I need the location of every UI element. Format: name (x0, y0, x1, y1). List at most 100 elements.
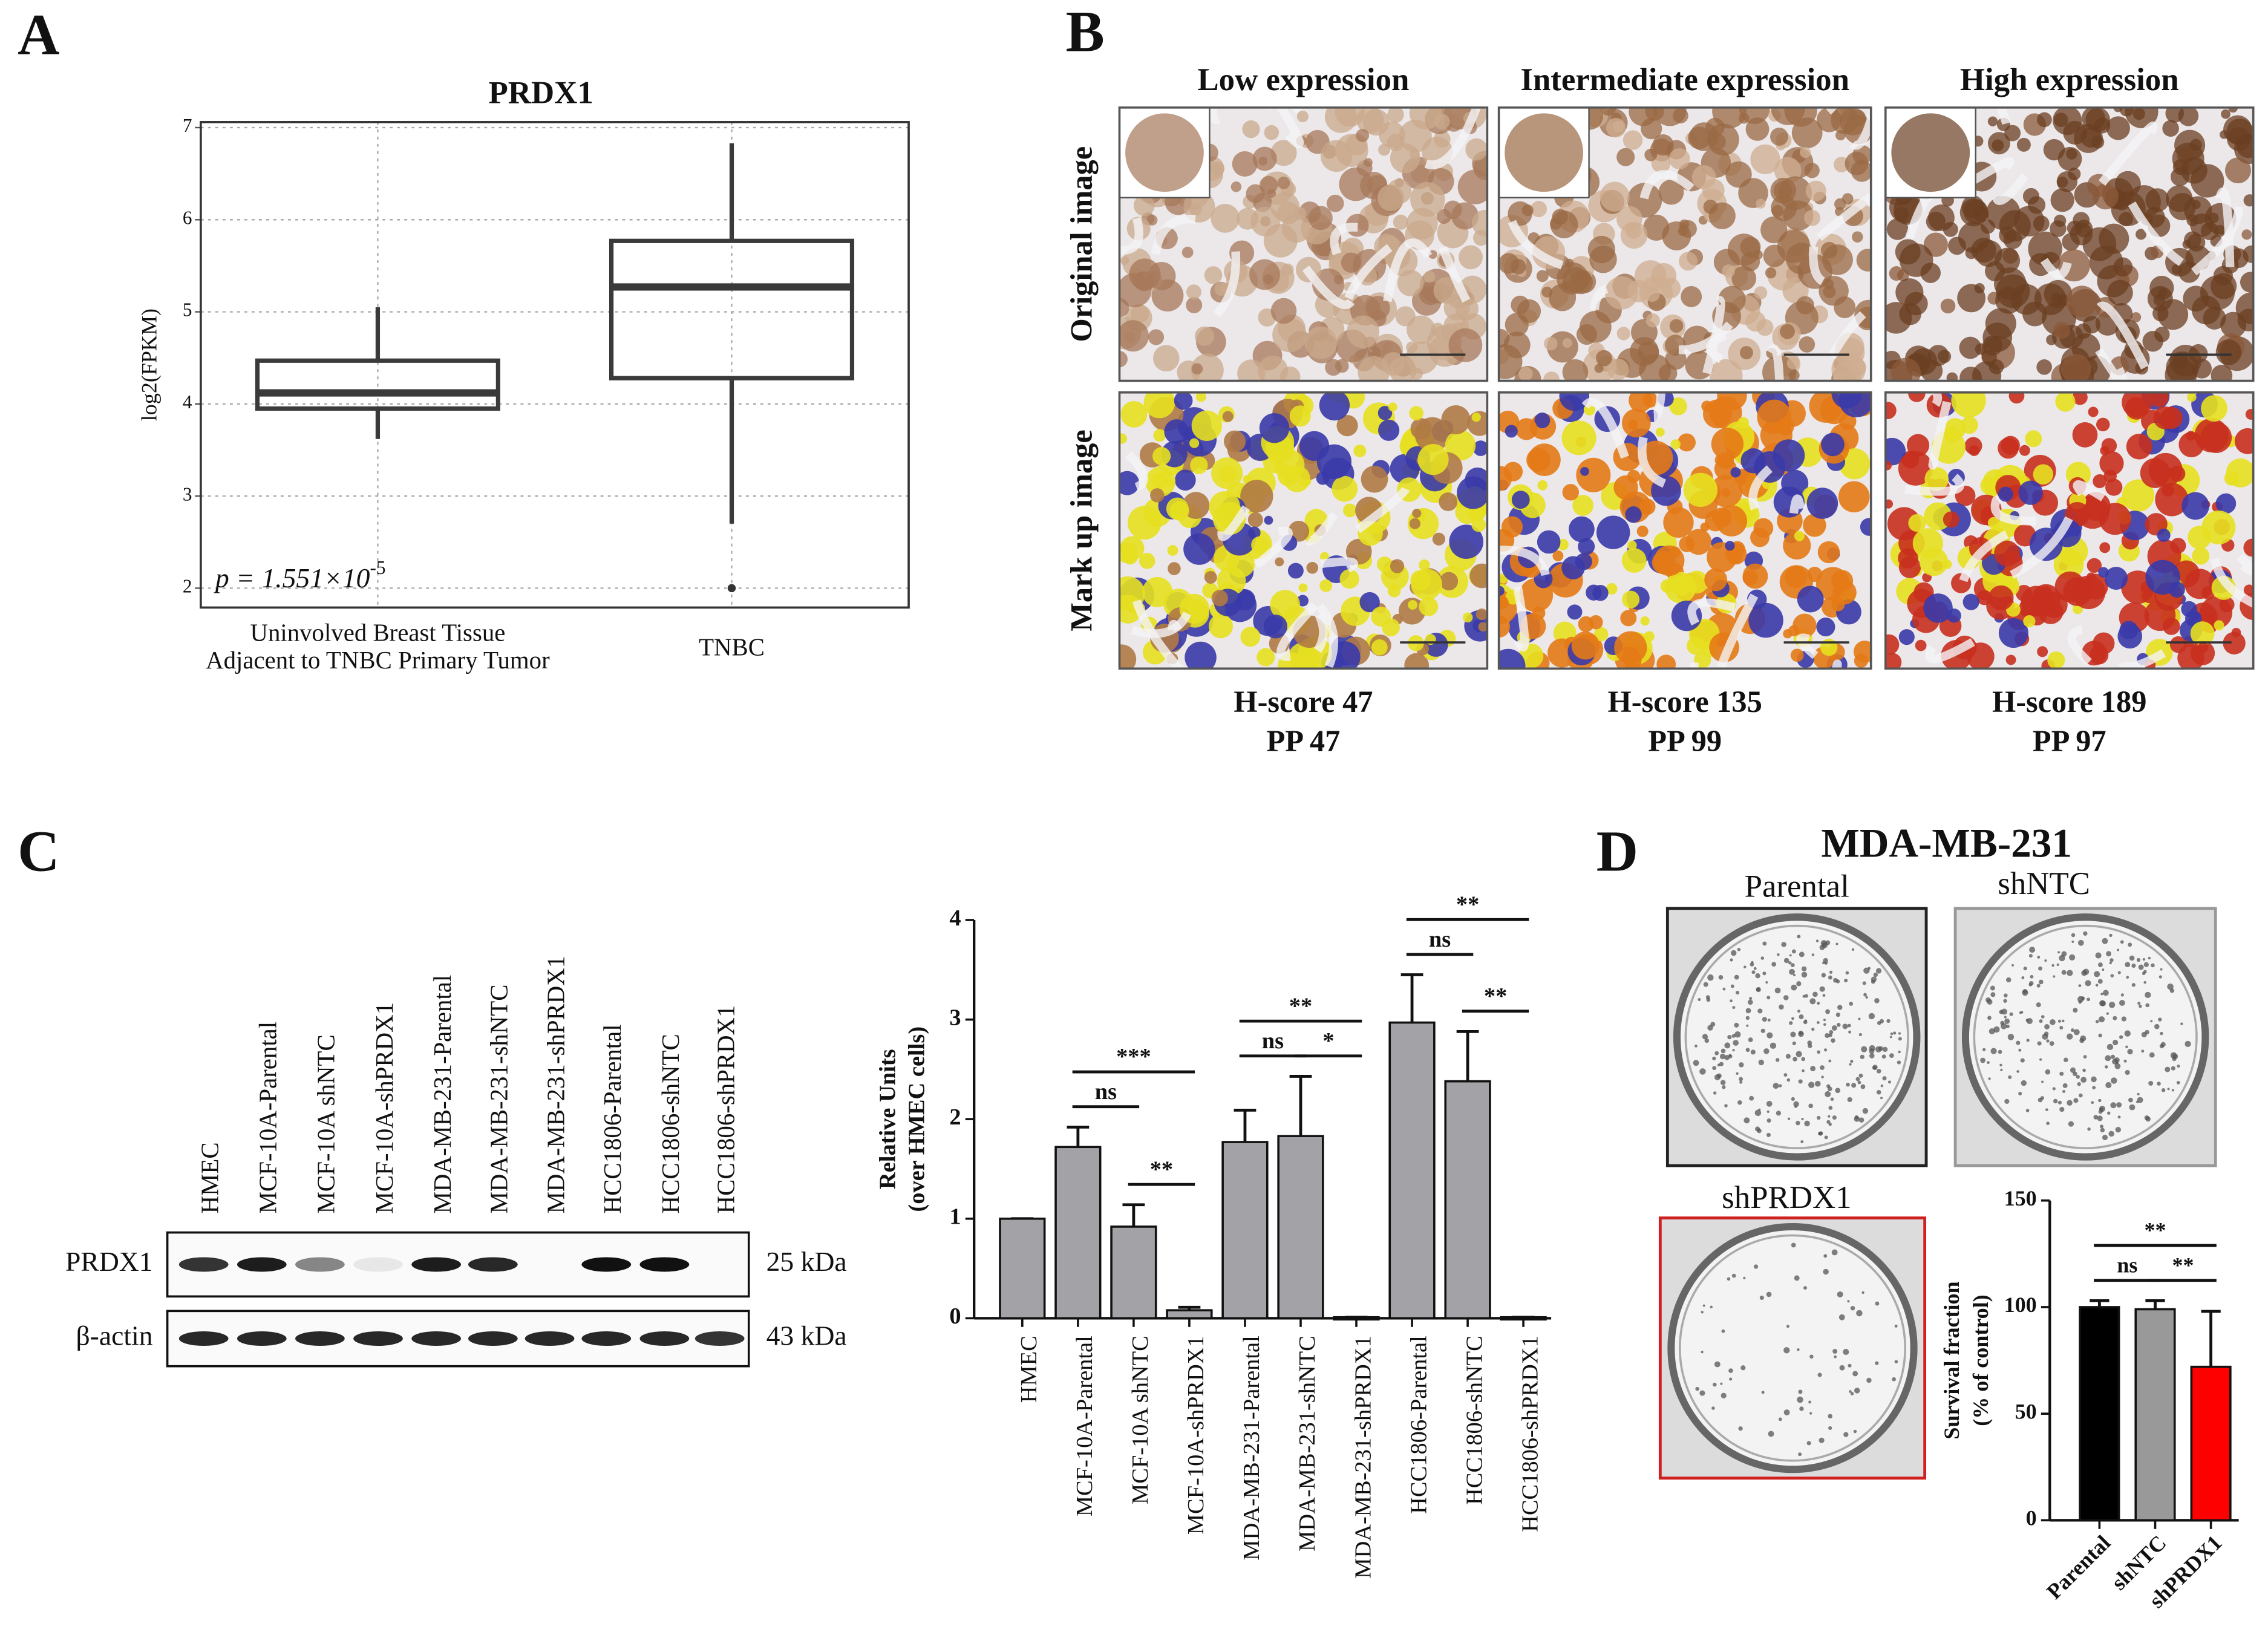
colony (1825, 1091, 1831, 1097)
cell (1119, 320, 1149, 352)
colony (1882, 1076, 1887, 1081)
cell (1127, 506, 1162, 540)
colony (2161, 1088, 2166, 1092)
stroma (1928, 400, 1952, 470)
colony (2159, 975, 2162, 979)
cell (2005, 654, 2016, 665)
cell (1576, 457, 1611, 492)
cell (1211, 204, 1240, 233)
cell (1559, 392, 1590, 411)
stroma (1131, 611, 1192, 638)
colony (1719, 1062, 1724, 1066)
cell (1397, 270, 1424, 296)
cell (1174, 392, 1193, 410)
cell (1289, 405, 1311, 427)
cell (1230, 181, 1242, 192)
cell (1906, 434, 1930, 457)
colony (2137, 1002, 2141, 1005)
cell (2221, 109, 2230, 119)
colony (2038, 966, 2043, 971)
colony (2177, 1065, 2180, 1068)
cell (1998, 437, 2019, 459)
cell (1593, 627, 1609, 642)
colony (1724, 1042, 1731, 1049)
colony (2097, 962, 2103, 967)
cell (2099, 223, 2129, 254)
panel-label: D (1596, 819, 1638, 884)
cell (1616, 327, 1630, 341)
colony (2046, 1121, 2050, 1125)
cell (1498, 648, 1526, 669)
cell (1987, 116, 1998, 126)
column-header: Low expression (1197, 62, 1409, 97)
colony (2097, 979, 2103, 984)
cell (1819, 276, 1849, 306)
cell (2119, 621, 2139, 640)
stroma (1581, 397, 1629, 459)
colony (1894, 1360, 1898, 1363)
cell (1316, 444, 1351, 479)
colony (1863, 967, 1870, 974)
cell (2101, 438, 2117, 454)
stroma (1966, 157, 2015, 188)
cell (1326, 194, 1344, 212)
cell (1537, 530, 1561, 554)
cell (1183, 533, 1215, 565)
colony (2021, 976, 2025, 979)
cell (1705, 510, 1727, 532)
cell (2099, 542, 2111, 553)
colony (2131, 983, 2136, 987)
colony (2113, 1039, 2119, 1046)
cell (1247, 512, 1263, 527)
cell (1594, 364, 1604, 373)
colony (2018, 1091, 2022, 1095)
y-tick-label: 6 (183, 207, 192, 228)
cell (1145, 466, 1176, 497)
colony (1704, 1038, 1710, 1043)
cell (2234, 428, 2253, 454)
colony (1809, 1354, 1814, 1359)
cell (1915, 639, 1927, 651)
colony (1875, 1301, 1880, 1306)
colony (1828, 1122, 1832, 1126)
cell (1856, 249, 1871, 272)
colony (1731, 950, 1737, 956)
cell (2145, 560, 2180, 595)
cell (1419, 596, 1439, 616)
cell (1342, 503, 1357, 518)
colony (2044, 959, 2047, 962)
cell (1683, 472, 1718, 507)
panel-title: MDA-MB-231 (1821, 820, 2072, 866)
cell (1378, 419, 1400, 441)
cell (2162, 618, 2180, 635)
cell (1721, 488, 1731, 497)
cell (1665, 572, 1696, 604)
cell (2003, 230, 2022, 249)
image-frame (1118, 391, 1489, 670)
stroma (1789, 494, 1805, 514)
cell (1462, 612, 1473, 623)
cell (1150, 488, 1165, 503)
colony (1758, 1108, 1761, 1111)
cell (1414, 417, 1450, 452)
band (295, 1257, 345, 1272)
colony (2081, 970, 2087, 976)
colony (2104, 1065, 2108, 1069)
cell (1166, 497, 1189, 520)
colony (2026, 1017, 2033, 1025)
cell (1543, 371, 1560, 381)
colony (1837, 1005, 1843, 1010)
cell (1838, 413, 1857, 430)
cell (1651, 154, 1671, 173)
box (255, 358, 500, 411)
band (581, 1257, 632, 1272)
colony (1781, 942, 1786, 947)
stroma (1302, 266, 1355, 309)
cell (1465, 138, 1488, 161)
colony (2106, 1012, 2110, 1015)
colony (2099, 1000, 2106, 1007)
cell (1987, 132, 2010, 155)
x-tick-label: MDA-MB-231-shPRDX1 (1350, 1336, 1376, 1579)
colony (2067, 970, 2073, 976)
